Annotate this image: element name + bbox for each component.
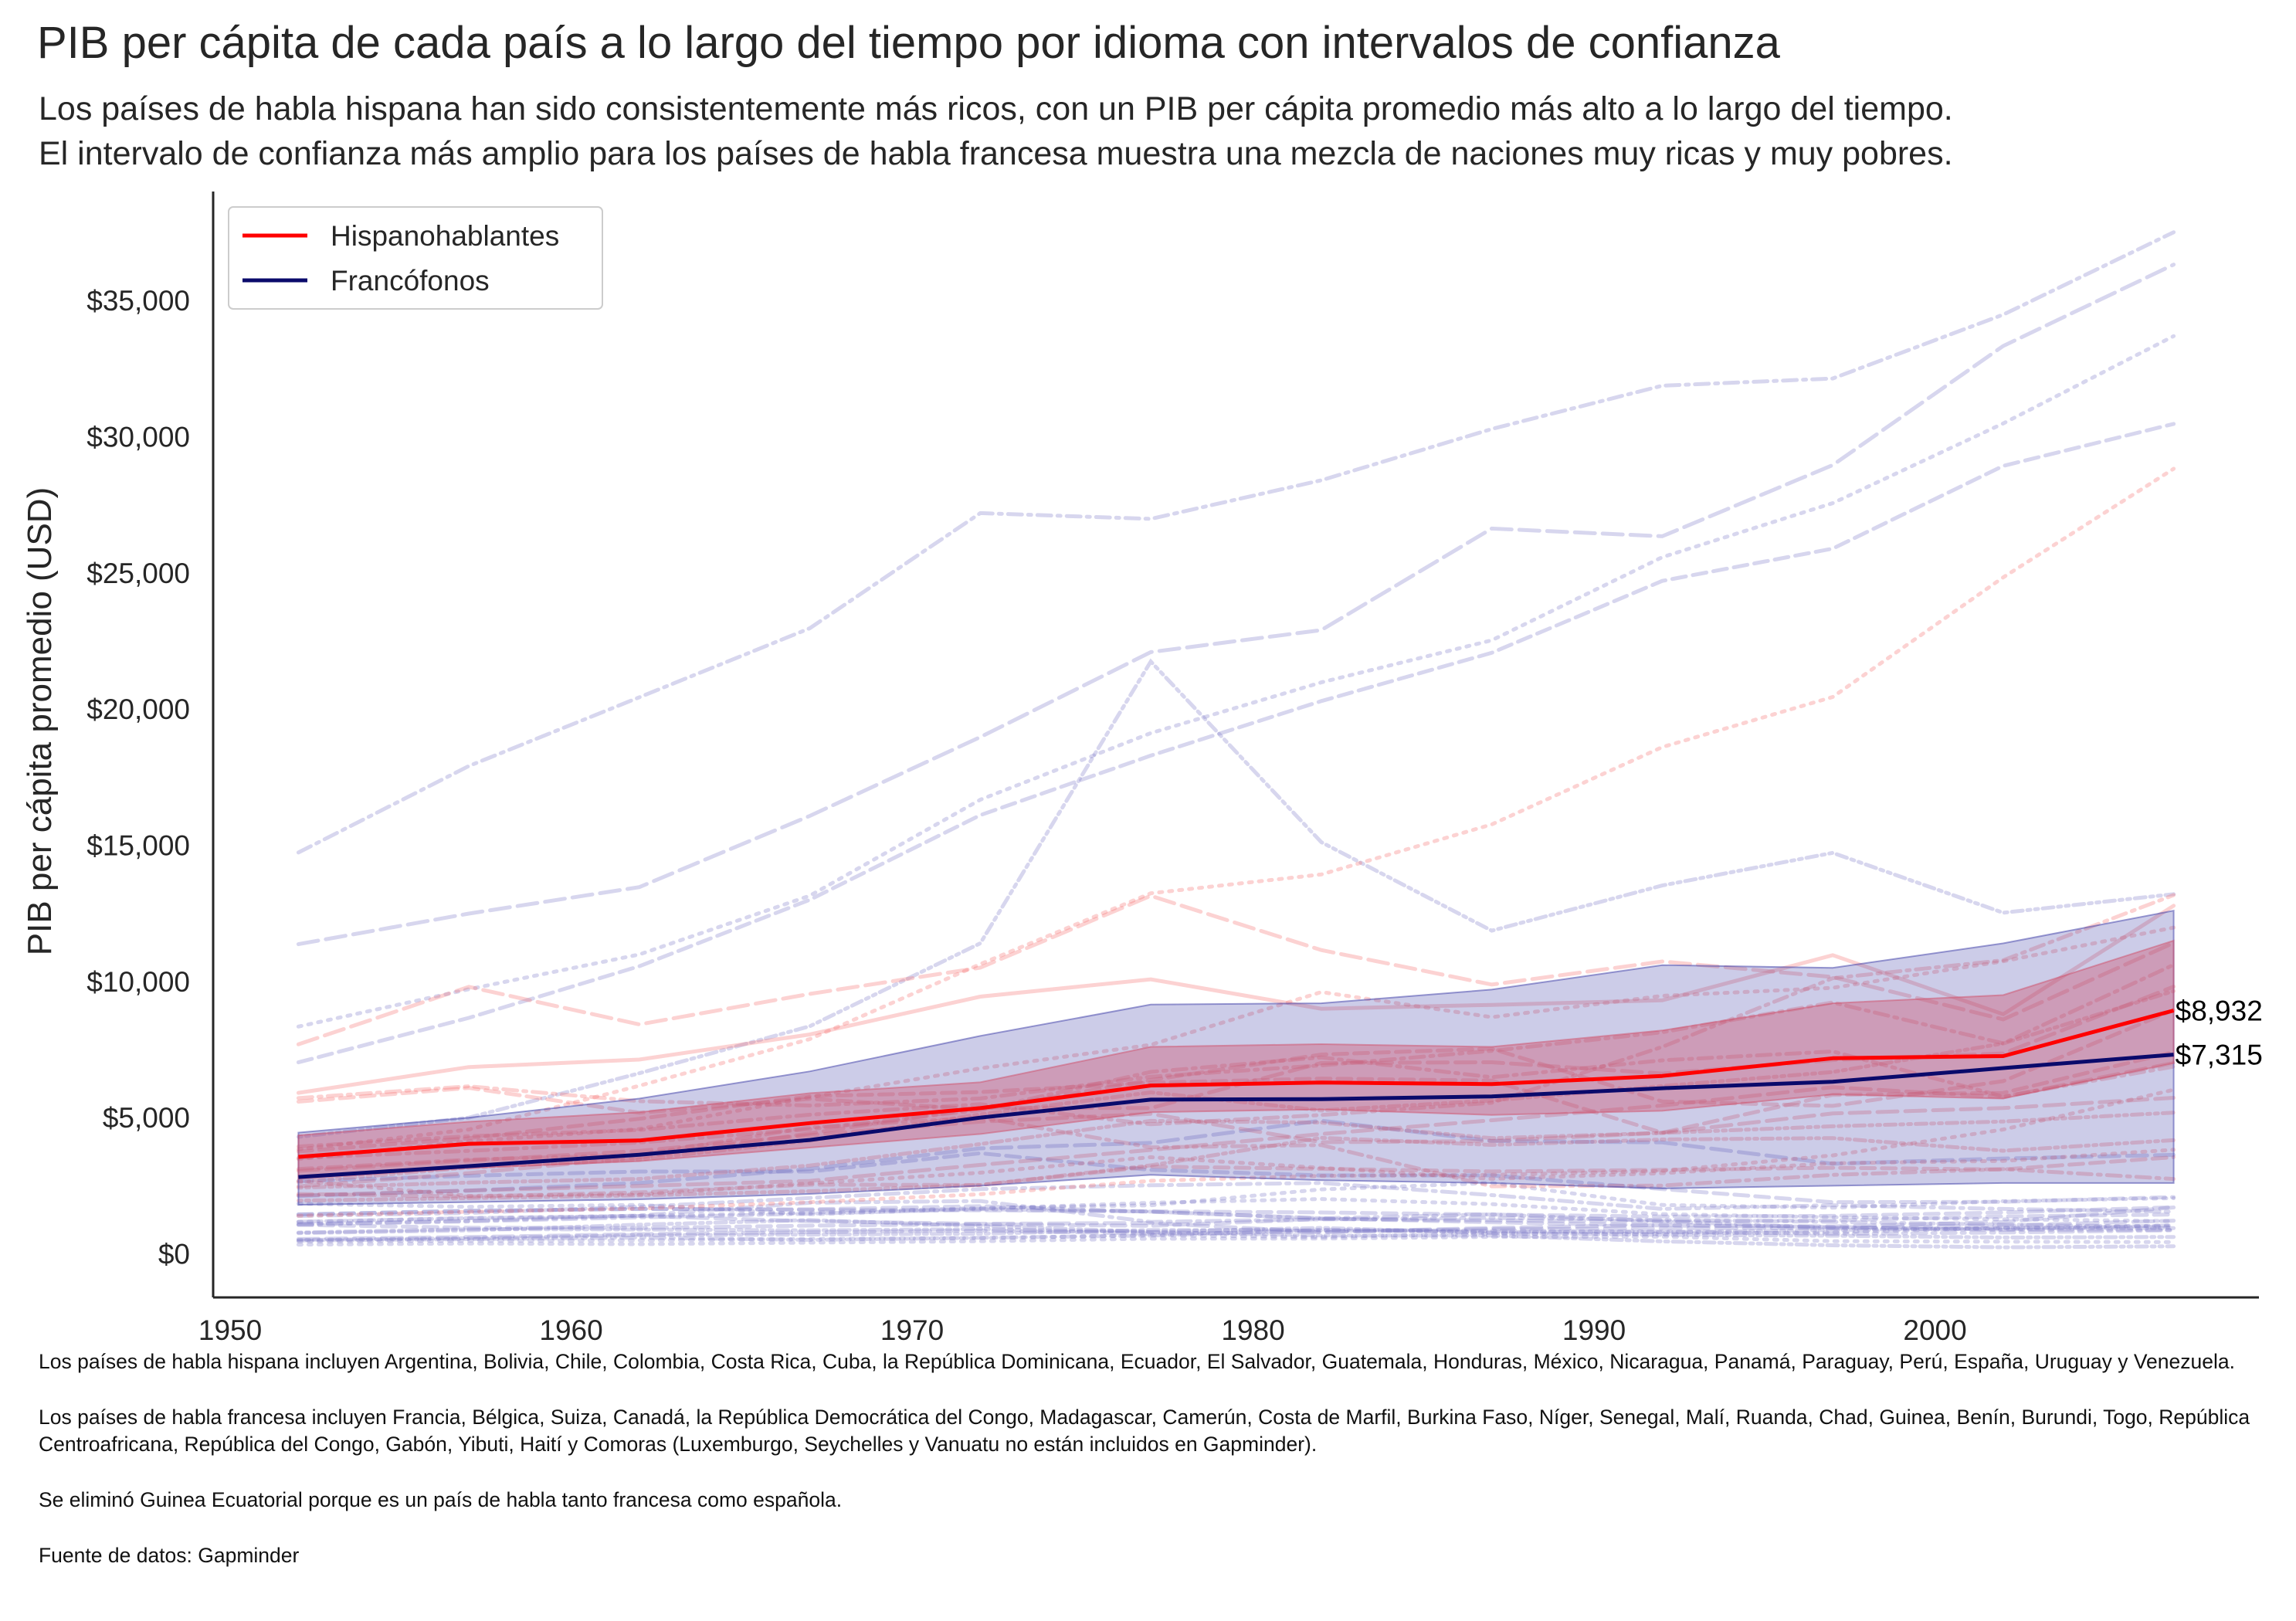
francophone-country-line — [296, 1151, 2176, 1205]
francophone-country-line — [296, 1199, 2176, 1229]
hispanic-country-line — [296, 1049, 2176, 1160]
hispanic-country-line — [296, 962, 2176, 1108]
hispanic-country-line — [296, 1155, 2176, 1199]
background-country-lines — [296, 230, 2176, 1250]
y-tick-label: $35,000 — [86, 285, 190, 317]
subtitle-line-1: Los países de habla hispana han sido con… — [39, 90, 1953, 127]
hispanic-country-line — [296, 1148, 2176, 1199]
francophone-country-line — [296, 1206, 2176, 1234]
legend-box — [228, 206, 603, 310]
francophone-country-line — [296, 1227, 2176, 1243]
francophone-country-line — [296, 1227, 2176, 1250]
chart-subtitle: Los países de habla hispana han sido con… — [39, 86, 1953, 176]
hispanic-country-line — [296, 1096, 2176, 1173]
francophone-country-line — [296, 1226, 2176, 1243]
chart-title: PIB per cápita de cada país a lo largo d… — [37, 18, 1780, 68]
y-tick-label: $25,000 — [86, 558, 190, 589]
axes: $0 $5,000 $10,000 $15,000 $20,000 $25,000 $30,… — [21, 192, 2259, 1344]
francophone-country-line — [296, 1118, 2176, 1199]
francophone-country-line — [296, 334, 2176, 1029]
francophone-country-line — [296, 1181, 2176, 1224]
hispanic-country-line — [296, 1060, 2176, 1198]
y-tick-label: $30,000 — [86, 421, 190, 453]
mean-line-hispanohablantes — [298, 1009, 2175, 1159]
end-label-hispanohablantes: $8,932 — [2176, 995, 2263, 1027]
x-tick-label: 1990 — [1562, 1314, 1626, 1344]
francophone-country-line — [296, 230, 2176, 855]
y-tick-label: $15,000 — [86, 830, 190, 862]
hispanic-country-line — [296, 1008, 2176, 1115]
legend-label: Francófonos — [331, 265, 490, 297]
francophone-country-line — [296, 1181, 2176, 1219]
francophone-country-line — [296, 1197, 2176, 1223]
y-axis-label: PIB per cápita promedio (USD) — [21, 487, 59, 955]
x-tick-label: 1960 — [539, 1314, 602, 1344]
note-french-countries: Los países de habla francesa incluyen Fr… — [39, 1406, 2250, 1456]
francophone-country-line — [296, 263, 2176, 947]
x-tick-label: 1980 — [1221, 1314, 1284, 1344]
end-value-labels: $8,932 $7,315 — [2176, 995, 2263, 1071]
footnotes: Los países de habla hispana incluyen Arg… — [39, 1348, 2263, 1598]
hispanic-country-line — [296, 925, 2176, 1161]
mean-line-francofonos — [298, 1053, 2174, 1179]
francophone-country-line — [296, 1205, 2176, 1219]
legend-label: Hispanohablantes — [331, 220, 559, 252]
note-data-source: Fuente de datos: Gapminder — [39, 1544, 300, 1567]
end-label-francofonos: $7,315 — [2176, 1039, 2263, 1071]
francophone-country-line — [296, 1223, 2176, 1244]
francophone-country-line — [296, 1204, 2176, 1232]
note-equatorial-guinea: Se eliminó Guinea Ecuatorial porque es u… — [39, 1488, 843, 1511]
y-tick-label: $0 — [158, 1239, 190, 1270]
francophone-country-line — [296, 1219, 2176, 1241]
francophone-country-line — [296, 1218, 2176, 1239]
y-tick-label: $5,000 — [103, 1102, 190, 1134]
francophone-country-line — [296, 658, 2176, 1139]
y-tick-label: $10,000 — [86, 966, 190, 998]
francophone-country-line — [296, 1207, 2176, 1232]
legend: Hispanohablantes Francófonos — [228, 206, 603, 310]
subtitle-line-2: El intervalo de confianza más amplio par… — [39, 135, 1953, 172]
francophone-country-line — [296, 1212, 2176, 1230]
hispanic-country-line — [296, 1135, 2176, 1203]
confidence-band-hispanohablantes — [297, 939, 2175, 1180]
gdp-line-chart: $0 $5,000 $10,000 $15,000 $20,000 $25,000 $30,… — [21, 192, 2263, 1344]
mean-lines — [298, 1009, 2175, 1179]
hispanic-country-line — [296, 989, 2176, 1185]
hispanic-country-line — [296, 894, 2176, 1046]
hispanic-country-line — [296, 893, 2176, 1149]
note-spanish-countries: Los países de habla hispana incluyen Arg… — [39, 1350, 2235, 1373]
confidence-bands — [297, 909, 2175, 1206]
francophone-country-line — [296, 1234, 2176, 1247]
hispanic-country-line — [296, 904, 2176, 1095]
y-tick-label: $20,000 — [86, 694, 190, 725]
x-tick-label: 1950 — [198, 1314, 262, 1344]
x-tick-label: 2000 — [1903, 1314, 1966, 1344]
hispanic-country-line — [296, 1111, 2176, 1190]
confidence-band-francofonos — [297, 909, 2175, 1206]
x-tick-label: 1970 — [880, 1314, 944, 1344]
francophone-country-line — [296, 422, 2176, 1065]
